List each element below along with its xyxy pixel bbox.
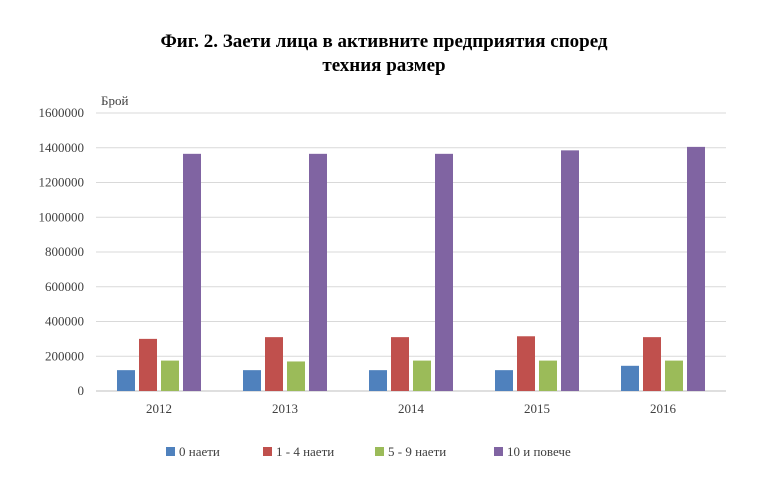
y-tick-label: 600000 bbox=[45, 279, 84, 294]
legend-label: 10 и повече bbox=[507, 444, 571, 459]
bar bbox=[391, 337, 409, 391]
chart-title-line-1: Фиг. 2. Заети лица в активните предприят… bbox=[160, 31, 608, 52]
y-tick-label: 1200000 bbox=[39, 175, 85, 190]
bar bbox=[435, 153, 453, 391]
bar bbox=[495, 370, 513, 391]
legend-label: 5 - 9 наети bbox=[388, 444, 446, 459]
y-tick-label: 400000 bbox=[45, 314, 84, 329]
x-tick-label: 2012 bbox=[146, 401, 172, 416]
legend-swatch bbox=[166, 447, 175, 456]
y-tick-label: 1000000 bbox=[39, 209, 85, 224]
bar bbox=[517, 336, 535, 391]
y-tick-label: 1400000 bbox=[39, 140, 85, 155]
chart-title: Фиг. 2. Заети лица в активните предприят… bbox=[0, 30, 768, 78]
legend-label: 1 - 4 наети bbox=[276, 444, 334, 459]
legend-label: 0 наети bbox=[179, 444, 220, 459]
bar bbox=[369, 370, 387, 391]
bar bbox=[687, 146, 705, 391]
bar bbox=[665, 360, 683, 391]
bar bbox=[139, 338, 157, 391]
y-axis-label: Брой bbox=[101, 93, 128, 108]
chart-title-line-2: техния размер bbox=[322, 55, 446, 76]
y-tick-label: 800000 bbox=[45, 244, 84, 259]
x-tick-label: 2013 bbox=[272, 401, 298, 416]
bar bbox=[643, 337, 661, 391]
bar bbox=[183, 153, 201, 391]
bar bbox=[621, 365, 639, 391]
legend-swatch bbox=[375, 447, 384, 456]
bar bbox=[539, 360, 557, 391]
bar bbox=[309, 153, 327, 391]
bar bbox=[117, 370, 135, 391]
y-tick-label: 0 bbox=[78, 383, 85, 398]
bar bbox=[265, 337, 283, 391]
legend-swatch bbox=[494, 447, 503, 456]
bar bbox=[413, 360, 431, 391]
bar bbox=[561, 150, 579, 391]
x-tick-label: 2016 bbox=[650, 401, 677, 416]
x-tick-label: 2015 bbox=[524, 401, 550, 416]
bar bbox=[161, 360, 179, 391]
bar bbox=[287, 361, 305, 391]
x-tick-label: 2014 bbox=[398, 401, 425, 416]
bar bbox=[243, 370, 261, 391]
legend-swatch bbox=[263, 447, 272, 456]
y-tick-label: 200000 bbox=[45, 348, 84, 363]
y-tick-label: 1600000 bbox=[39, 105, 85, 120]
